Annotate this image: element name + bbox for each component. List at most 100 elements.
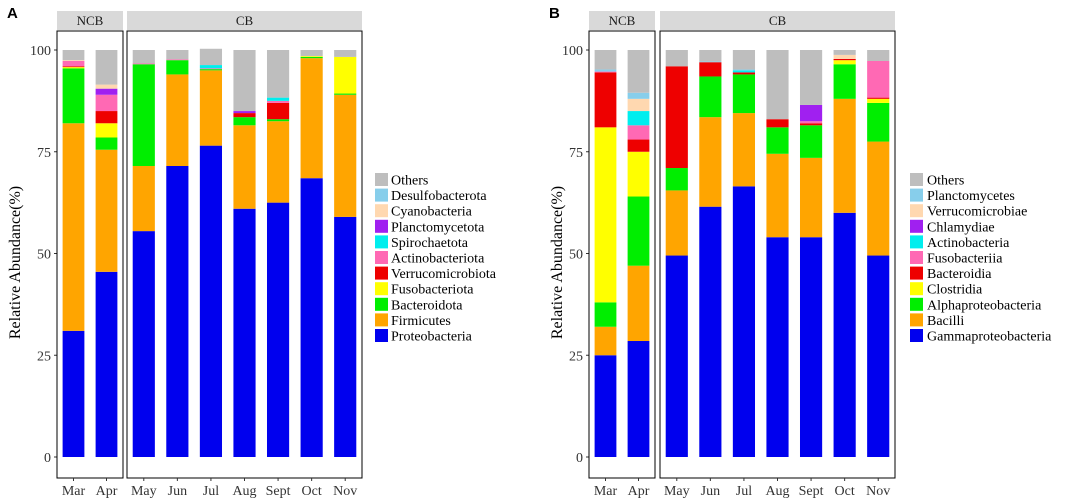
legend-label: Clostridia — [927, 283, 983, 298]
legend-entry: Verrucomicrobiae — [910, 204, 1027, 220]
bar-segment-fusobacteriota — [334, 56, 357, 94]
bar-segment-gammaproteobacteria — [732, 186, 756, 457]
y-tick-label: 25 — [569, 349, 583, 364]
bar-segment-proteobacteria — [199, 145, 223, 457]
legend-swatch-bacteroidia — [910, 266, 923, 280]
bar-segment-actinobacteria — [627, 111, 650, 126]
bar-stack-nov — [334, 50, 357, 457]
bar-segment-bacteroidia — [732, 72, 756, 75]
bar-segment-clostridia — [594, 127, 617, 303]
bar-segment-others — [833, 50, 856, 55]
legend-entry: Desulfobacterota — [375, 188, 487, 204]
panel-letter: B — [549, 5, 560, 22]
facet-cb: CB May Jun Jul Aug Sept Oct Nov — [659, 11, 896, 499]
bar-segment-others — [62, 50, 85, 61]
bar-segment-others — [166, 50, 189, 60]
x-tick-label: Jul — [736, 484, 752, 499]
bar-stack-jun — [699, 50, 722, 457]
bar-segment-others — [266, 50, 290, 98]
bar-segment-bacilli — [594, 326, 617, 356]
bar-stack-mar — [62, 50, 85, 457]
bar-segment-clostridia — [867, 98, 890, 103]
facet-strip-label: NCB — [609, 13, 636, 28]
bar-segment-firmicutes — [334, 94, 357, 217]
facet-strip — [660, 11, 895, 30]
legend-entry: Bacteroidia — [910, 266, 992, 282]
x-tick-label: Mar — [594, 484, 618, 499]
bar-segment-bacilli — [766, 153, 789, 238]
facet-strip — [589, 11, 655, 30]
bar-segment-bacteroidota — [95, 137, 118, 150]
bar-segment-bacteroidia — [665, 66, 688, 169]
legend-label: Spirochaetota — [391, 236, 469, 251]
bar-segment-others — [665, 50, 688, 67]
bar-segment-gammaproteobacteria — [833, 212, 856, 457]
legend-label: Cyanobacteria — [391, 205, 473, 220]
legend-swatch-actinobacteria — [910, 235, 923, 249]
bar-stack-jun — [166, 50, 189, 457]
panel-letter: A — [7, 5, 18, 22]
legend-entry: Fusobacteriota — [375, 282, 474, 298]
bar-segment-alphaproteobacteria — [699, 76, 722, 118]
bar-segment-proteobacteria — [300, 178, 323, 457]
legend-label: Verrucomicrobiae — [927, 205, 1027, 220]
chart-panel-b: B Relative Abundance(%) 0 25 50 75 100 NCB Mar Ap… — [549, 5, 1052, 499]
bar-segment-firmicutes — [166, 74, 189, 166]
bar-segment-actinobacteriota — [266, 100, 290, 103]
bar-segment-firmicutes — [300, 58, 323, 179]
bar-segment-others — [699, 50, 722, 62]
facet-strip-label: CB — [236, 13, 254, 28]
bar-segment-bacteroidota — [300, 56, 323, 59]
bar-segment-proteobacteria — [266, 202, 290, 457]
bar-segment-cyanobacteria — [62, 60, 85, 61]
bar-segment-bacteroidota — [266, 119, 290, 122]
bar-segment-spirochaetota — [266, 97, 290, 101]
bar-segment-others — [766, 50, 789, 120]
legend-label: Gammaproteobacteria — [927, 330, 1052, 345]
bar-segment-proteobacteria — [334, 216, 357, 457]
bar-segment-fusobacteriia — [799, 121, 823, 124]
bar-segment-bacilli — [699, 117, 722, 207]
bar-segment-alphaproteobacteria — [799, 125, 823, 158]
bar-segment-actinobacteriota — [132, 63, 155, 65]
legend-entry: Planctomycetota — [375, 219, 485, 235]
legend-label: Fusobacteriia — [927, 252, 1003, 267]
bar-segment-planctomycetota — [95, 88, 118, 95]
bar-segment-bacteroidia — [799, 123, 823, 126]
legend: OthersPlanctomycetesVerrucomicrobiaeChla… — [910, 173, 1052, 345]
y-tick-label: 0 — [576, 451, 583, 466]
bar-segment-actinobacteria — [732, 70, 756, 73]
bar-segment-fusobacteriota — [300, 56, 323, 57]
legend-swatch-verrucomicrobiae — [910, 204, 923, 218]
bar-stack-oct — [833, 50, 856, 457]
bar-segment-proteobacteria — [95, 271, 118, 457]
legend-label: Fusobacteriota — [391, 283, 474, 298]
legend-swatch-bacteroidota — [375, 297, 388, 311]
y-tick-label: 100 — [30, 44, 51, 59]
legend-entry: Verrucomicrobiota — [375, 266, 497, 282]
legend-swatch-actinobacteriota — [375, 251, 388, 264]
bar-stack-oct — [300, 50, 323, 457]
bar-segment-verrucomicrobiae — [627, 98, 650, 112]
bar-segment-alphaproteobacteria — [766, 127, 789, 154]
x-tick-label: Sept — [799, 484, 824, 499]
y-axis-title: Relative Abundance(%) — [7, 186, 24, 339]
bar-segment-bacteroidota — [166, 60, 189, 75]
x-tick-label: May — [664, 484, 690, 499]
legend-entry: Proteobacteria — [375, 329, 473, 345]
bar-segment-fusobacteriota — [95, 123, 118, 138]
bar-segment-others — [199, 48, 223, 66]
bar-segment-firmicutes — [199, 70, 223, 146]
bar-segment-proteobacteria — [166, 165, 189, 457]
facet-strip-label: CB — [769, 13, 787, 28]
legend-swatch-planctomycetes — [910, 188, 923, 202]
bar-segment-bacteroidia — [867, 97, 890, 99]
bar-segment-alphaproteobacteria — [627, 196, 650, 266]
x-tick-label: Apr — [628, 484, 650, 499]
y-tick-label: 0 — [44, 451, 51, 466]
legend-label: Verrucomicrobiota — [391, 267, 497, 282]
legend-entry: Cyanobacteria — [375, 204, 473, 220]
legend-label: Firmicutes — [391, 314, 451, 329]
bar-segment-bacteroidia — [627, 139, 650, 152]
bar-stack-nov — [867, 50, 890, 457]
